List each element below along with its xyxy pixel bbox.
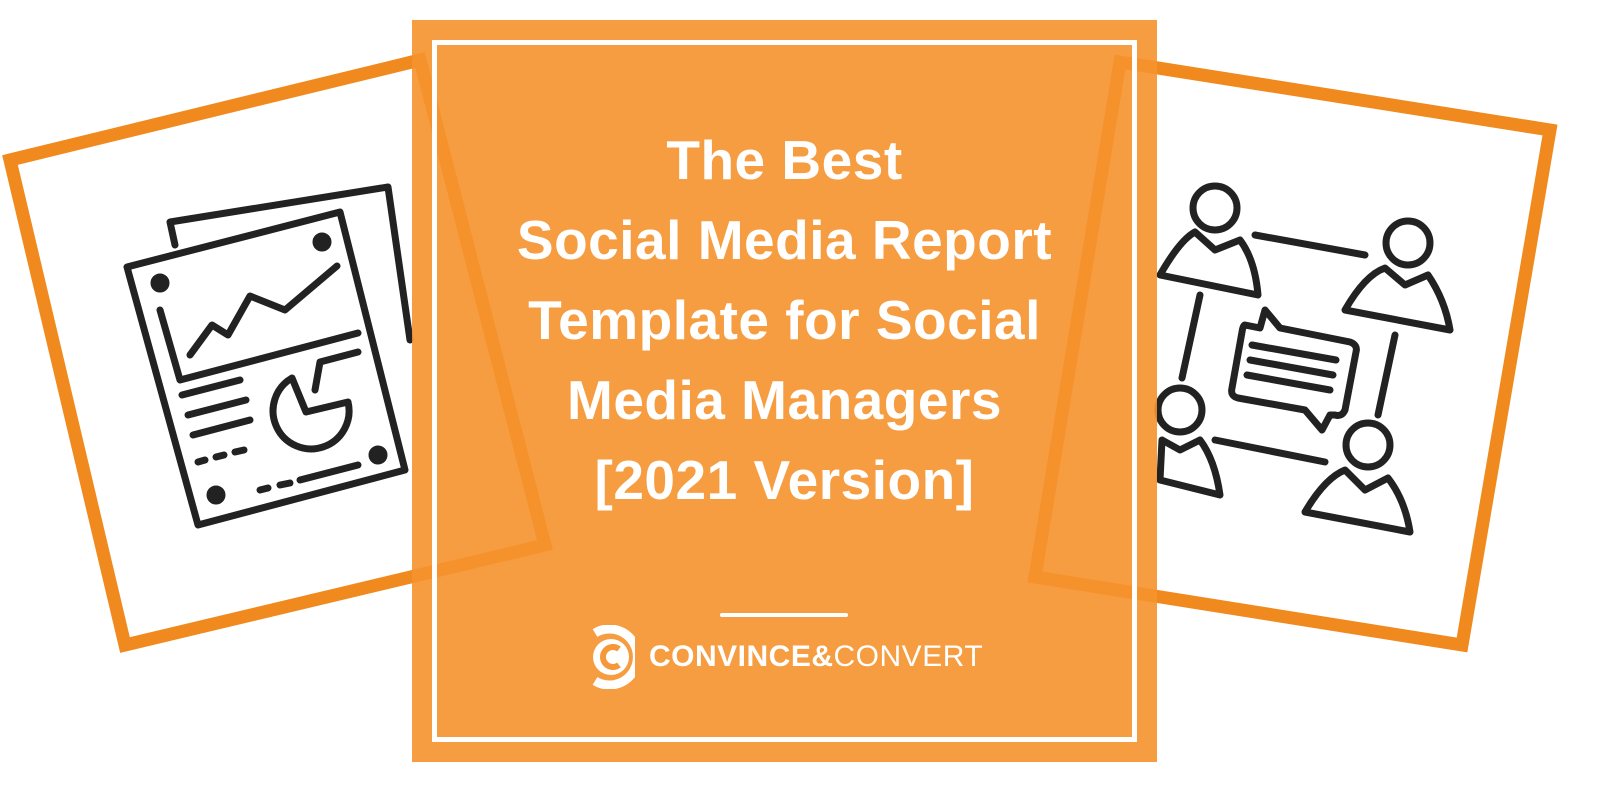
title-line: Template for Social xyxy=(528,289,1041,351)
brand-name-bold: CONVINCE& xyxy=(649,640,834,673)
panel-inner-border xyxy=(432,40,1137,742)
page-title: The Best Social Media Report Template fo… xyxy=(412,120,1157,520)
c-logo-icon xyxy=(592,625,635,689)
title-line: Social Media Report xyxy=(516,209,1053,271)
title-line: Media Managers xyxy=(567,369,1002,431)
divider xyxy=(720,613,848,617)
brand-name-light: CONVERT xyxy=(833,640,984,673)
title-panel: The Best Social Media Report Template fo… xyxy=(412,20,1157,762)
report-chart-icon xyxy=(123,183,414,529)
title-line: The Best xyxy=(666,129,903,191)
team-discussion-icon xyxy=(1154,182,1454,536)
brand-logo: CONVINCE& CONVERT xyxy=(587,622,983,692)
title-line: [2021 Version] xyxy=(594,449,975,511)
